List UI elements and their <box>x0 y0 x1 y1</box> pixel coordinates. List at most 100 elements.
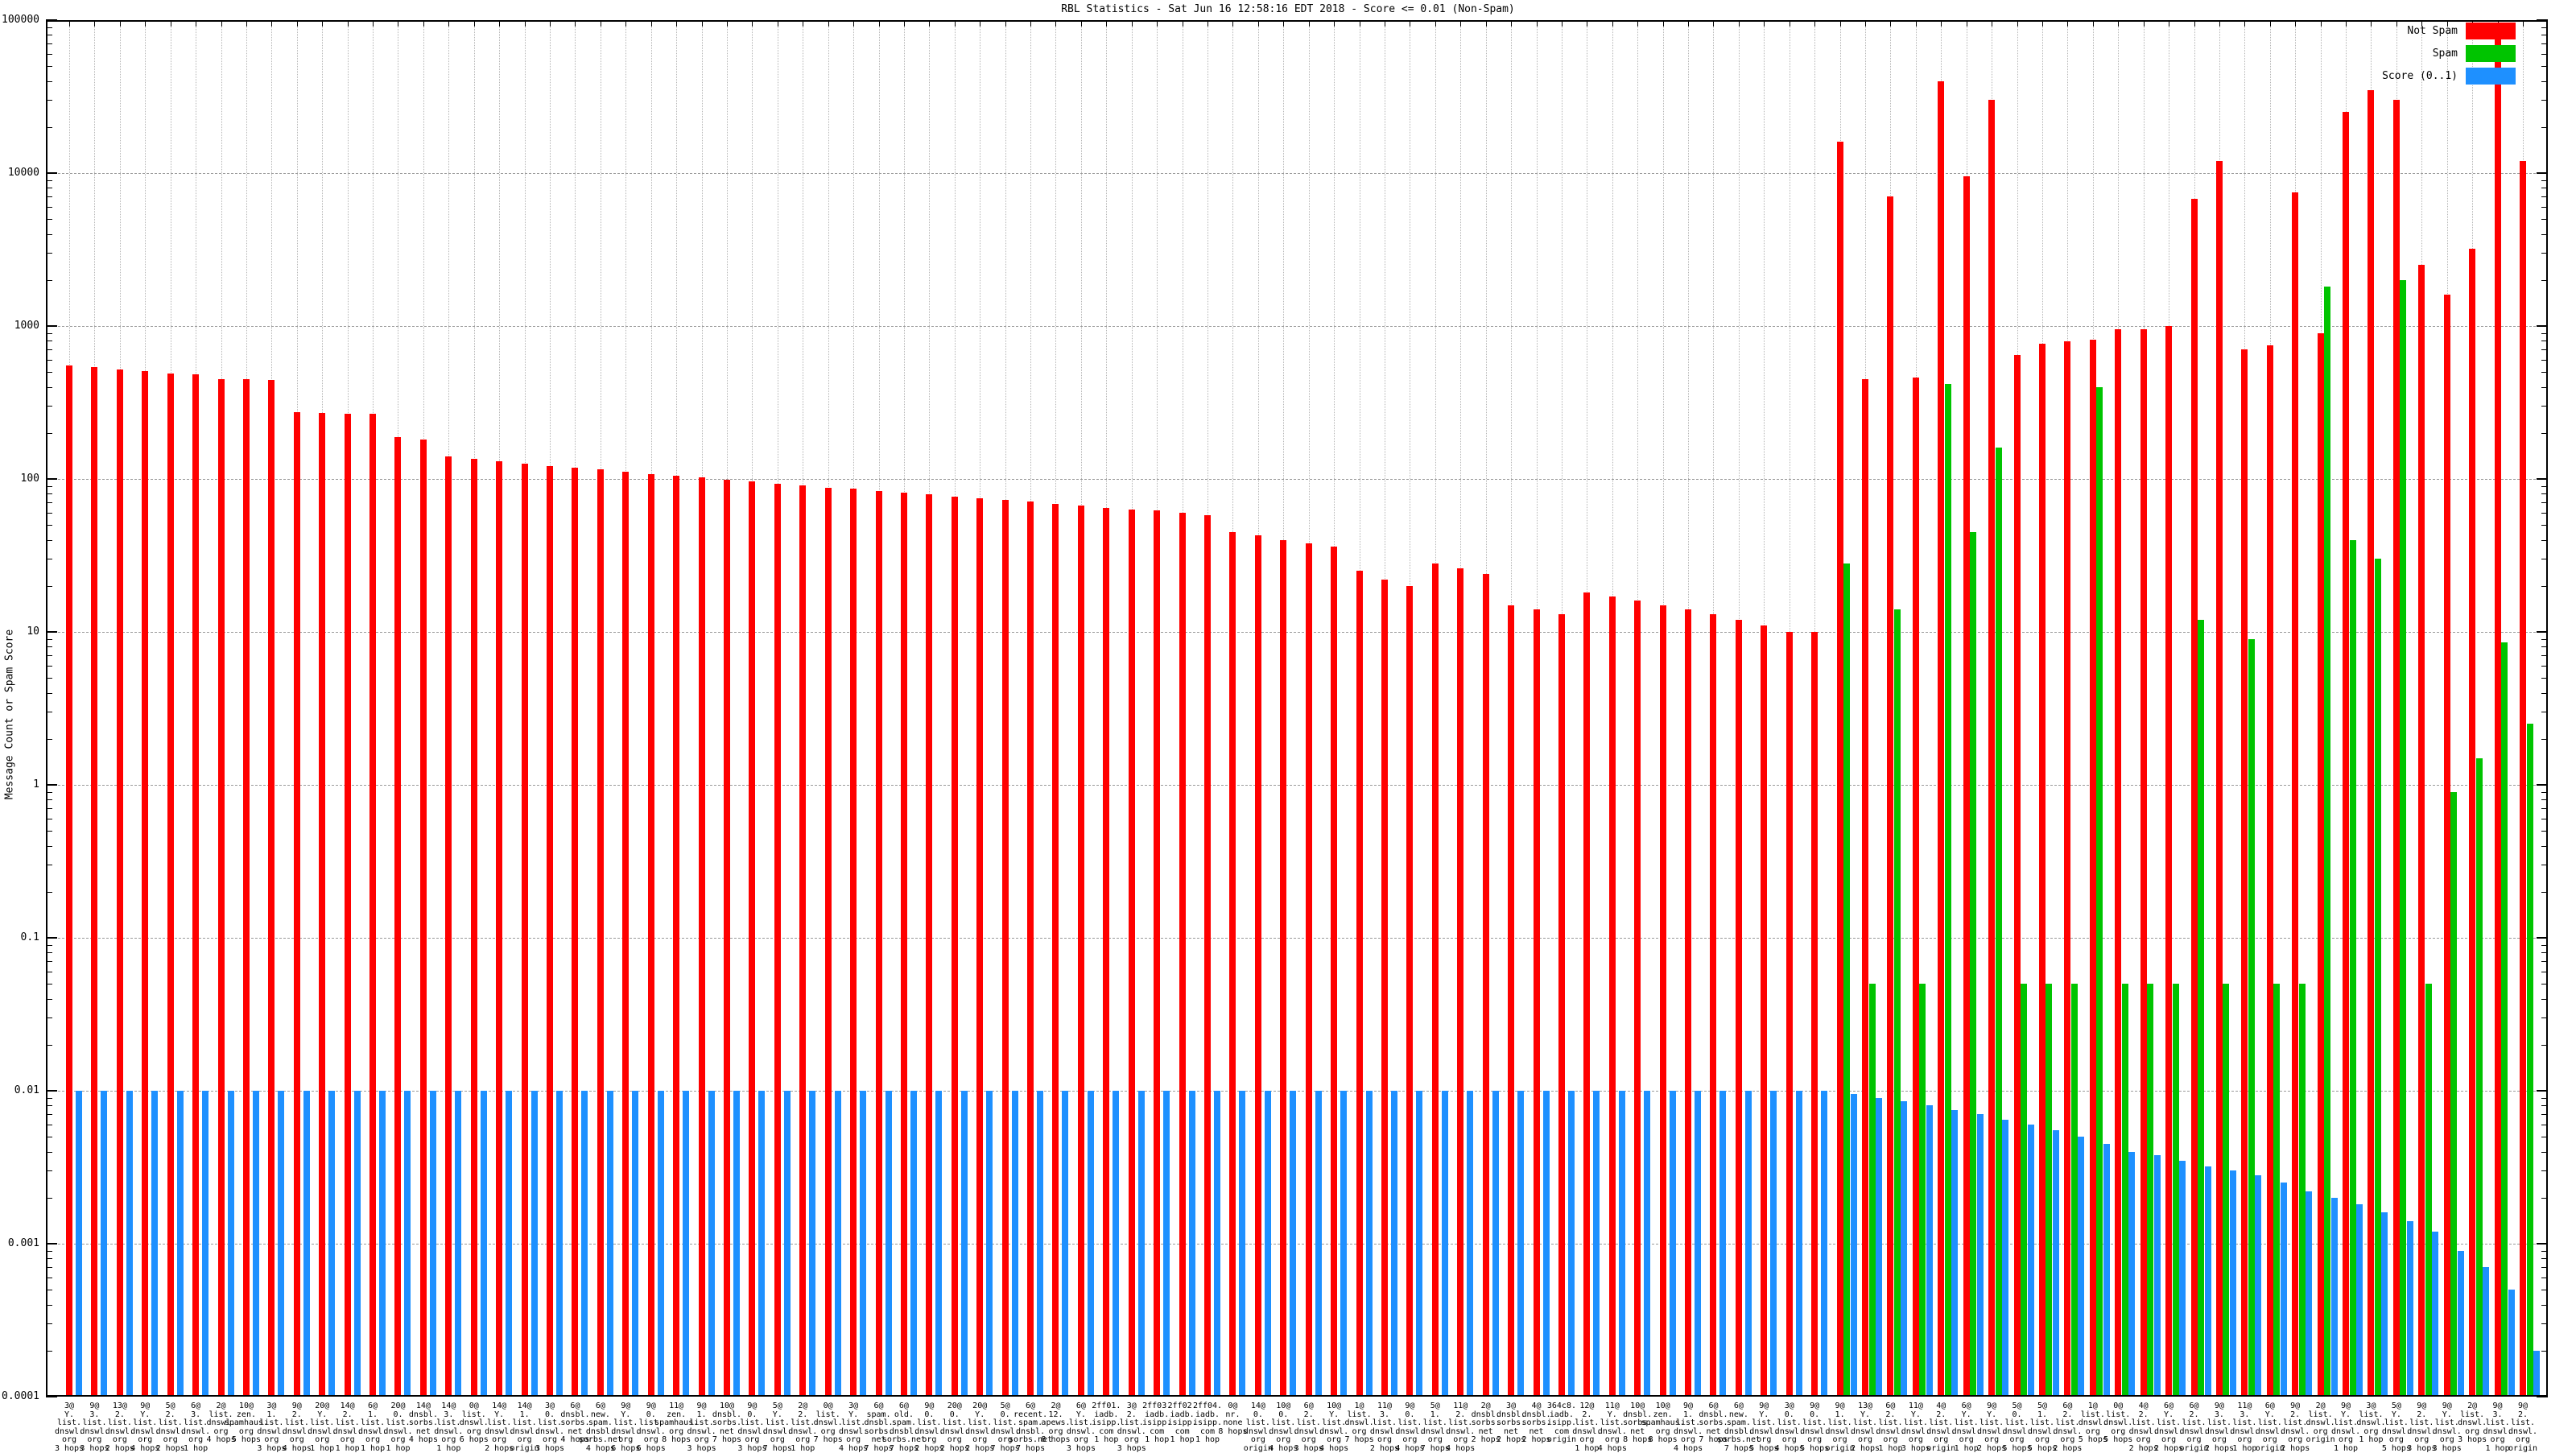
y-minor-tick-right <box>2541 585 2548 587</box>
bar-not-spam <box>2215 160 2223 1397</box>
bar-score <box>1593 1091 1600 1397</box>
bar-score <box>935 1091 943 1397</box>
x-tick-label: 5@ 1. list. dnswl. org 5 hops <box>2027 1401 2058 1453</box>
bar-spam <box>2501 642 2508 1397</box>
y-minor-tick-right <box>2541 332 2548 334</box>
y-minor-tick <box>46 485 52 487</box>
x-tick-label: 9@ 0. list. dnswl. org 4 hops <box>1395 1401 1425 1453</box>
x-tick-label: 9@ Y. list. dnswl. org 2 hops <box>1977 1401 2007 1453</box>
bar-score <box>1441 1091 1448 1397</box>
bar-not-spam <box>647 473 654 1397</box>
bar-score <box>860 1091 867 1397</box>
y-minor-tick-right <box>2541 80 2548 82</box>
x-tick-label: 9@ 0. list. dnswl. org 6 hops <box>636 1401 666 1453</box>
bar-not-spam <box>142 371 149 1397</box>
x-tick-label: 9@ 2. list. dnswl. org 2 hops <box>2281 1401 2310 1453</box>
x-top-tick <box>752 20 753 27</box>
x-top-tick <box>676 20 678 27</box>
bar-score <box>2255 1175 2262 1397</box>
y-minor-tick-right <box>2541 279 2548 281</box>
y-minor-tick-right <box>2541 845 2548 847</box>
bar-score <box>1365 1091 1373 1397</box>
y-minor-tick <box>46 1197 52 1199</box>
y-minor-tick-right <box>2541 1258 2548 1260</box>
legend-label-score: Score (0..1) <box>2382 70 2458 82</box>
bar-score <box>1695 1091 1702 1397</box>
bar-score <box>1926 1105 1933 1397</box>
bar-not-spam <box>900 493 907 1397</box>
gridline-h <box>46 1244 2548 1245</box>
bar-not-spam <box>1001 499 1009 1397</box>
y-minor-tick-right <box>2541 1304 2548 1306</box>
bar-not-spam <box>521 463 528 1397</box>
x-tick-label: 14@ 1. list. dnswl. org origin <box>510 1401 539 1453</box>
bar-score <box>885 1091 892 1397</box>
y-minor-tick <box>46 66 52 68</box>
y-minor-tick-right <box>2541 1197 2548 1199</box>
x-top-tick <box>2194 20 2195 27</box>
x-tick-label: 6@ spam. dnsbl. sorbs. net 7 hops <box>864 1401 894 1453</box>
y-minor-tick-right <box>2541 525 2548 526</box>
bar-not-spam <box>192 374 200 1397</box>
bar-not-spam <box>749 481 756 1397</box>
x-top-tick <box>1485 20 1487 27</box>
y-minor-tick-right <box>2541 360 2548 361</box>
x-tick-label: 11@ zen. spamhaus. org 8 hops <box>654 1401 699 1444</box>
y-minor-tick <box>46 944 52 946</box>
bar-score <box>1315 1091 1322 1397</box>
y-minor-tick-right <box>2541 253 2548 254</box>
bar-not-spam <box>1912 378 1919 1397</box>
bar-not-spam <box>572 468 579 1397</box>
y-tick-label: 100 <box>20 473 39 485</box>
bar-not-spam <box>547 465 554 1397</box>
x-top-tick <box>1055 20 1057 27</box>
bar-not-spam <box>369 414 377 1397</box>
x-top-tick <box>2118 20 2120 27</box>
bar-score <box>1390 1091 1397 1397</box>
y-minor-tick <box>46 126 52 128</box>
gridline-h <box>46 785 2548 786</box>
y-minor-tick-right <box>2541 1323 2548 1325</box>
x-tick-label: 4@ dnsbl. sorbs. net 2 hops <box>1521 1401 1551 1444</box>
x-tick-label: 6@ 3. list. dnswl. org 1 hop <box>181 1401 211 1453</box>
bar-not-spam <box>2013 354 2021 1397</box>
bar-not-spam <box>1457 568 1464 1397</box>
x-top-tick <box>1561 20 1563 27</box>
x-tick-label: 4@ 2. list. dnswl. org origin <box>1926 1401 1956 1453</box>
bar-score <box>1719 1091 1727 1397</box>
bar-not-spam <box>1785 632 1793 1397</box>
x-tick-label: 10@ 0. list. dnswl. org 4 hops <box>1269 1401 1298 1453</box>
y-minor-tick <box>46 1151 52 1153</box>
legend-label-spam: Spam <box>2432 47 2458 60</box>
y-minor-tick-right <box>2541 126 2548 128</box>
legend-item-score: Score (0..1) <box>0 68 2548 85</box>
bar-score <box>1770 1091 1777 1397</box>
y-minor-tick <box>46 655 52 657</box>
bar-score <box>2306 1191 2313 1397</box>
y-tick-label: 0.1 <box>20 931 39 943</box>
x-top-tick <box>94 20 96 27</box>
x-top-tick <box>221 20 222 27</box>
x-top-tick <box>1334 20 1335 27</box>
x-tick-label: 2@ 12. apews. org 8 hops <box>1041 1401 1071 1444</box>
x-tick-label: 6@ Y. list. dnswl. org origin <box>2255 1401 2285 1453</box>
x-top-tick <box>575 20 576 27</box>
bar-not-spam <box>496 461 503 1397</box>
y-minor-tick <box>46 372 52 374</box>
bar-not-spam <box>1179 513 1186 1397</box>
bar-not-spam <box>242 379 250 1397</box>
y-tick-label: 1 <box>33 778 39 790</box>
x-tick-label: 13@ 2. list. dnswl. org 2 hops <box>105 1401 134 1453</box>
x-tick-label: 2ff03. iadb. isipp. com 1 hop <box>1142 1401 1172 1444</box>
y-minor-tick-right <box>2541 372 2548 374</box>
x-top-tick <box>2143 20 2145 27</box>
bar-not-spam <box>1811 632 1818 1397</box>
y-minor-tick-right <box>2541 43 2548 45</box>
y-minor-tick <box>46 219 52 221</box>
bar-not-spam <box>2392 100 2400 1397</box>
x-tick-label: 10@ zen. spamhaus. org 5 hops <box>224 1401 269 1444</box>
x-top-tick <box>1308 20 1310 27</box>
bar-not-spam <box>1558 614 1565 1397</box>
bar-spam <box>2273 984 2281 1397</box>
x-top-tick <box>448 20 450 27</box>
